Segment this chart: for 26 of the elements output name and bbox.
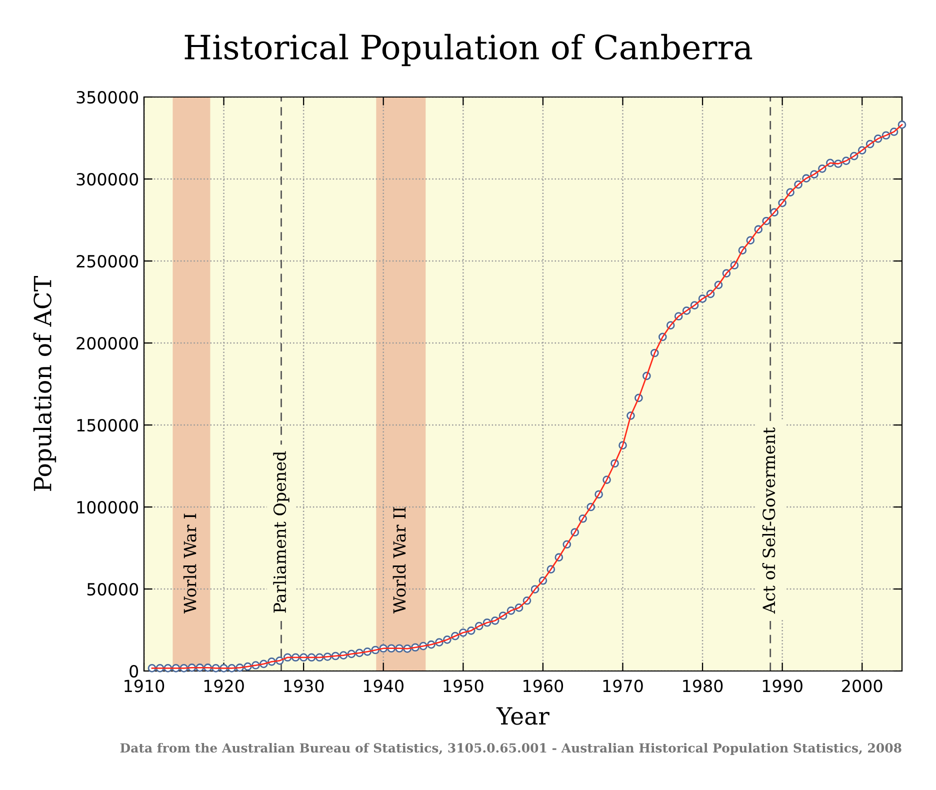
chart-title: Historical Population of Canberra (184, 34, 752, 66)
x-tick-label: 1980 (683, 680, 723, 692)
y-tick-label: 250000 (76, 254, 138, 268)
y-axis-title: Population of ACT (33, 276, 56, 491)
x-tick-label: 1920 (204, 680, 244, 692)
band-label: World War I (183, 514, 196, 614)
y-tick-label: 150000 (77, 418, 138, 432)
x-tick-label: 1950 (444, 680, 484, 692)
y-tick-label: 0 (130, 664, 138, 678)
x-tick-label: 2000 (842, 680, 882, 692)
x-tick-label: 1970 (603, 680, 643, 692)
x-axis-title: Year (496, 707, 550, 725)
text: Data from the Australian Bureau of Statistics, 3105.0.65.001 - Australian Historical Population Statistics, 2008 (120, 742, 902, 756)
x-tick-label: 1930 (284, 680, 324, 692)
ref-line-label: Parliament Opened (273, 451, 290, 613)
y-tick-label: 50000 (87, 582, 138, 596)
band-label: World War II (392, 507, 406, 614)
x-tick-label: 1910 (124, 680, 164, 692)
x-tick-label: 1960 (524, 680, 564, 692)
ref-line-label: Act of Self-Goverment (762, 427, 776, 614)
y-tick-label: 200000 (76, 336, 138, 350)
y-tick-label: 350000 (76, 90, 138, 104)
x-tick-label: 1990 (762, 680, 802, 692)
y-tick-label: 300000 (76, 172, 138, 186)
x-tick-label: 1940 (364, 680, 404, 692)
y-tick-label: 100000 (77, 500, 138, 514)
